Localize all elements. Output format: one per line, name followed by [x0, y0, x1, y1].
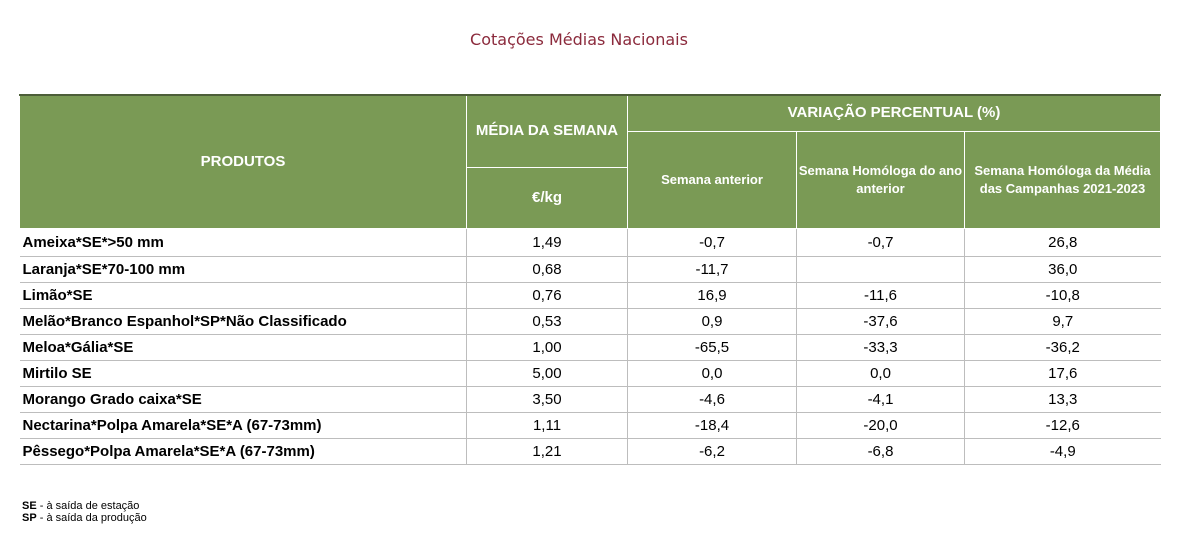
- product-cell: Melão*Branco Espanhol*SP*Não Classificad…: [19, 308, 467, 335]
- media-cell: 1,00: [466, 334, 628, 361]
- table-body: Ameixa*SE*>50 mm 1,49 -0,7 -0,7 26,8 Laranja*…: [19, 228, 1161, 465]
- header-unidade: €/kg: [466, 167, 628, 229]
- table-row: Morango Grado caixa*SE 3,50 -4,6 -4,1 13,3: [19, 386, 1161, 413]
- table-row: Nectarina*Polpa Amarela*SE*A (67-73mm) 1,…: [19, 412, 1161, 439]
- semana-anterior-cell: -0,7: [627, 228, 797, 257]
- legend-item-sp: SP - à saída da produção: [22, 512, 147, 524]
- price-table: PRODUTOS MÉDIA DA SEMANA VARIAÇÃO PERCEN…: [19, 94, 1161, 465]
- table-row: Pêssego*Polpa Amarela*SE*A (67-73mm) 1,21…: [19, 438, 1161, 465]
- legend-item-se: SE - à saída de estação: [22, 500, 147, 512]
- media-cell: 3,50: [466, 386, 628, 413]
- table-row: Ameixa*SE*>50 mm 1,49 -0,7 -0,7 26,8: [19, 228, 1161, 257]
- semana-homologa-cell: -37,6: [796, 308, 965, 335]
- semana-anterior-cell: -4,6: [627, 386, 797, 413]
- media-cell: 0,76: [466, 282, 628, 309]
- legend: SE - à saída de estação SP - à saída da …: [22, 500, 147, 525]
- table-row: Melão*Branco Espanhol*SP*Não Classificad…: [19, 308, 1161, 335]
- table-row: Mirtilo SE 5,00 0,0 0,0 17,6: [19, 360, 1161, 387]
- header-semana-homologa: Semana Homóloga do ano anterior: [796, 131, 965, 229]
- semana-anterior-cell: -18,4: [627, 412, 797, 439]
- product-cell: Limão*SE: [19, 282, 467, 309]
- legend-text: - à saída da produção: [36, 512, 147, 524]
- product-cell: Morango Grado caixa*SE: [19, 386, 467, 413]
- media-cell: 1,11: [466, 412, 628, 439]
- semana-homologa-cell: 0,0: [796, 360, 965, 387]
- semana-anterior-cell: 0,9: [627, 308, 797, 335]
- legend-abbr: SE: [22, 500, 37, 512]
- semana-anterior-cell: -65,5: [627, 334, 797, 361]
- semana-anterior-cell: -11,7: [627, 256, 797, 283]
- campanhas-cell: -10,8: [964, 282, 1161, 309]
- header-produtos: PRODUTOS: [19, 94, 467, 229]
- table-row: Meloa*Gália*SE 1,00 -65,5 -33,3 -36,2: [19, 334, 1161, 361]
- product-cell: Mirtilo SE: [19, 360, 467, 387]
- media-cell: 1,49: [466, 228, 628, 257]
- legend-abbr: SP: [22, 512, 37, 524]
- campanhas-cell: -12,6: [964, 412, 1161, 439]
- campanhas-cell: -36,2: [964, 334, 1161, 361]
- campanhas-cell: -4,9: [964, 438, 1161, 465]
- semana-homologa-cell: -4,1: [796, 386, 965, 413]
- semana-homologa-cell: -6,8: [796, 438, 965, 465]
- campanhas-cell: 13,3: [964, 386, 1161, 413]
- semana-anterior-cell: -6,2: [627, 438, 797, 465]
- semana-anterior-cell: 16,9: [627, 282, 797, 309]
- media-cell: 0,68: [466, 256, 628, 283]
- product-cell: Laranja*SE*70-100 mm: [19, 256, 467, 283]
- semana-homologa-cell: -33,3: [796, 334, 965, 361]
- semana-anterior-cell: 0,0: [627, 360, 797, 387]
- product-cell: Pêssego*Polpa Amarela*SE*A (67-73mm): [19, 438, 467, 465]
- page-title: Cotações Médias Nacionais: [470, 30, 688, 49]
- semana-homologa-cell: -11,6: [796, 282, 965, 309]
- media-cell: 1,21: [466, 438, 628, 465]
- product-cell: Ameixa*SE*>50 mm: [19, 228, 467, 257]
- table-row: Laranja*SE*70-100 mm 0,68 -11,7 36,0: [19, 256, 1161, 283]
- campanhas-cell: 36,0: [964, 256, 1161, 283]
- semana-homologa-cell: -20,0: [796, 412, 965, 439]
- header-semana-anterior: Semana anterior: [627, 131, 797, 229]
- campanhas-cell: 17,6: [964, 360, 1161, 387]
- legend-text: - à saída de estação: [36, 500, 140, 512]
- semana-homologa-cell: -0,7: [796, 228, 965, 257]
- campanhas-cell: 26,8: [964, 228, 1161, 257]
- campanhas-cell: 9,7: [964, 308, 1161, 335]
- product-cell: Nectarina*Polpa Amarela*SE*A (67-73mm): [19, 412, 467, 439]
- header-variacao: VARIAÇÃO PERCENTUAL (%): [627, 94, 1161, 132]
- header-semana-homologa-media: Semana Homóloga da Média das Campanhas 2…: [964, 131, 1161, 229]
- media-cell: 5,00: [466, 360, 628, 387]
- product-cell: Meloa*Gália*SE: [19, 334, 467, 361]
- semana-homologa-cell: [796, 256, 965, 283]
- table-row: Limão*SE 0,76 16,9 -11,6 -10,8: [19, 282, 1161, 309]
- media-cell: 0,53: [466, 308, 628, 335]
- header-media-semana: MÉDIA DA SEMANA: [466, 94, 628, 168]
